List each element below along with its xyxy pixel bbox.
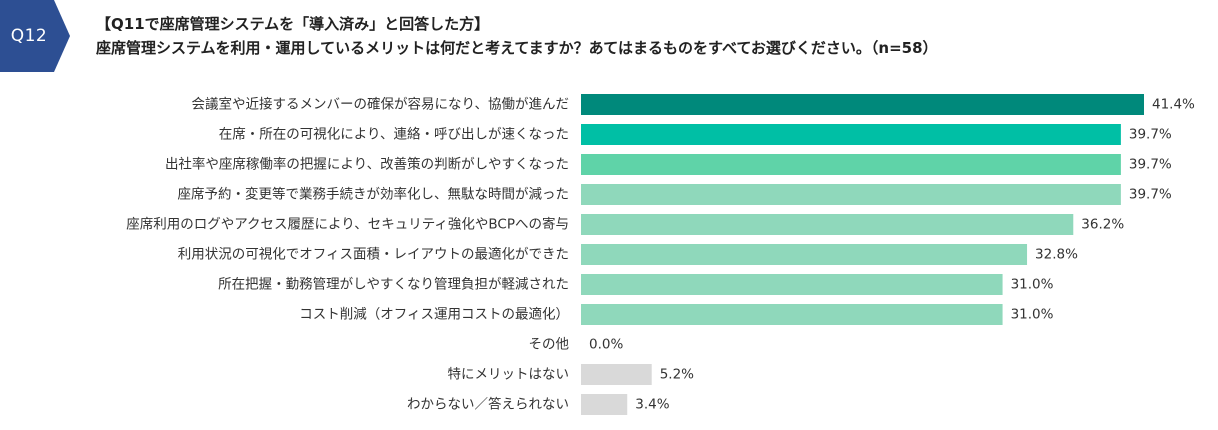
value-label: 36.2% <box>1081 217 1124 233</box>
bar <box>581 184 1121 205</box>
category-label: 利用状況の可視化でオフィス面積・レイアウトの最適化ができた <box>178 246 569 263</box>
question-tag-shape <box>0 0 70 72</box>
bar <box>581 304 1003 325</box>
value-label: 0.0% <box>589 337 623 353</box>
bar <box>581 244 1028 265</box>
value-label: 3.4% <box>635 397 669 413</box>
question-tag: Q12 <box>0 0 70 72</box>
question-heading: 【Q11で座席管理システムを「導入済み」と回答した方】 座席管理システムを利用・… <box>96 12 1208 60</box>
value-label: 39.7% <box>1129 157 1172 173</box>
category-label: 在席・所在の可視化により、連絡・呼び出しが速くなった <box>219 127 569 143</box>
bar <box>581 274 1003 295</box>
value-label: 5.2% <box>660 367 694 383</box>
category-label: その他 <box>529 337 570 353</box>
question-tag-label: Q12 <box>10 26 48 46</box>
value-label: 31.0% <box>1011 277 1054 293</box>
question-text: 座席管理システムを利用・運用しているメリットは何だと考えてますか？あてはまるもの… <box>96 39 938 57</box>
category-label: 座席予約・変更等で業務手続きが効率化し、無駄な時間が減った <box>178 186 570 203</box>
bar <box>581 214 1074 235</box>
value-label: 31.0% <box>1011 307 1054 323</box>
category-label: 所在把握・勤務管理がしやすくなり管理負担が軽減された <box>218 276 569 293</box>
category-label: わからない／答えられない <box>407 396 569 413</box>
value-label: 39.7% <box>1129 127 1172 143</box>
value-label: 41.4% <box>1152 97 1195 113</box>
value-label: 32.8% <box>1035 247 1078 263</box>
category-label: 出社率や座席稼働率の把握により、改善策の判断がしやすくなった <box>165 156 569 173</box>
bar <box>581 394 628 415</box>
bar <box>581 364 652 385</box>
category-label: 座席利用のログやアクセス履歴により、セキュリティ強化やBCPへの寄与 <box>126 216 569 233</box>
bar <box>581 94 1144 115</box>
bar <box>581 124 1121 145</box>
category-label: 会議室や近接するメンバーの確保が容易になり、協働が進んだ <box>192 96 569 113</box>
bar <box>581 154 1121 175</box>
value-label: 39.7% <box>1129 187 1172 203</box>
category-label: コスト削減（オフィス運用コストの最適化） <box>299 306 569 323</box>
category-label: 特にメリットはない <box>448 367 570 383</box>
question-subtitle: 【Q11で座席管理システムを「導入済み」と回答した方】 <box>96 15 490 33</box>
